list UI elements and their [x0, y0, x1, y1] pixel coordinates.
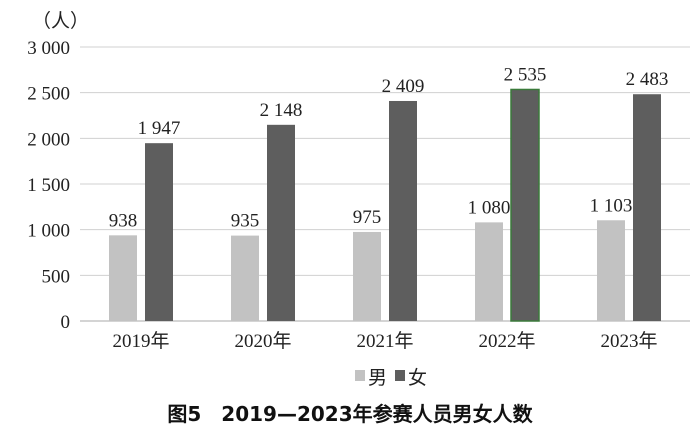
y-tick-label: 2 500 [27, 84, 70, 105]
bar-男-2023年 [597, 220, 625, 321]
y-axis-ticks: 0 500 1 000 1 500 2 000 2 500 3 000 [27, 38, 70, 333]
x-tick-label: 2021年 [356, 330, 413, 352]
data-label: 1 103 [590, 195, 633, 216]
chart-title: 图5 2019—2023年参赛人员男女人数 [167, 402, 533, 426]
x-tick-label: 2022年 [478, 330, 535, 352]
y-tick-label: 2 000 [27, 129, 70, 150]
data-label: 938 [109, 210, 138, 231]
data-label: 2 483 [626, 69, 669, 90]
data-label: 1 947 [138, 118, 181, 139]
bar-女-2019年 [145, 143, 173, 321]
y-axis-label: （人） [32, 10, 89, 32]
bar-男-2022年 [475, 222, 503, 321]
bar-女-2021年 [389, 100, 417, 321]
y-tick-label: 1 000 [27, 221, 70, 242]
bars: 938 1 947 935 2 148 975 2 409 1 080 2 535 1 103 2… [109, 64, 669, 322]
bar-男-2020年 [231, 235, 259, 321]
legend-label-男: 男 [368, 368, 387, 389]
data-label: 2 409 [382, 76, 425, 97]
legend-swatch-男 [355, 370, 365, 381]
x-tick-label: 2020年 [234, 330, 291, 352]
data-label: 935 [231, 211, 260, 232]
gridlines [80, 46, 690, 322]
x-tick-label: 2023年 [600, 330, 657, 352]
x-axis-ticks: 2019年 2020年 2021年 2022年 2023年 [112, 330, 657, 352]
data-label: 975 [353, 207, 382, 228]
bar-男-2019年 [109, 235, 137, 321]
x-tick-label: 2019年 [112, 330, 169, 352]
legend-swatch-女 [395, 370, 405, 381]
data-label: 1 080 [468, 197, 511, 218]
data-label: 2 148 [260, 100, 303, 121]
bar-女-2023年 [633, 94, 661, 321]
y-tick-label: 0 [61, 312, 71, 333]
y-tick-label: 1 500 [27, 175, 70, 196]
legend-label-女: 女 [408, 367, 427, 389]
y-tick-label: 500 [42, 266, 71, 287]
legend: 男女 [355, 367, 427, 389]
bar-男-2021年 [353, 231, 381, 321]
y-tick-label: 3 000 [27, 38, 70, 59]
bar-女-2022年 [510, 88, 540, 322]
bar-女-2020年 [267, 124, 295, 321]
data-label: 2 535 [504, 64, 547, 85]
